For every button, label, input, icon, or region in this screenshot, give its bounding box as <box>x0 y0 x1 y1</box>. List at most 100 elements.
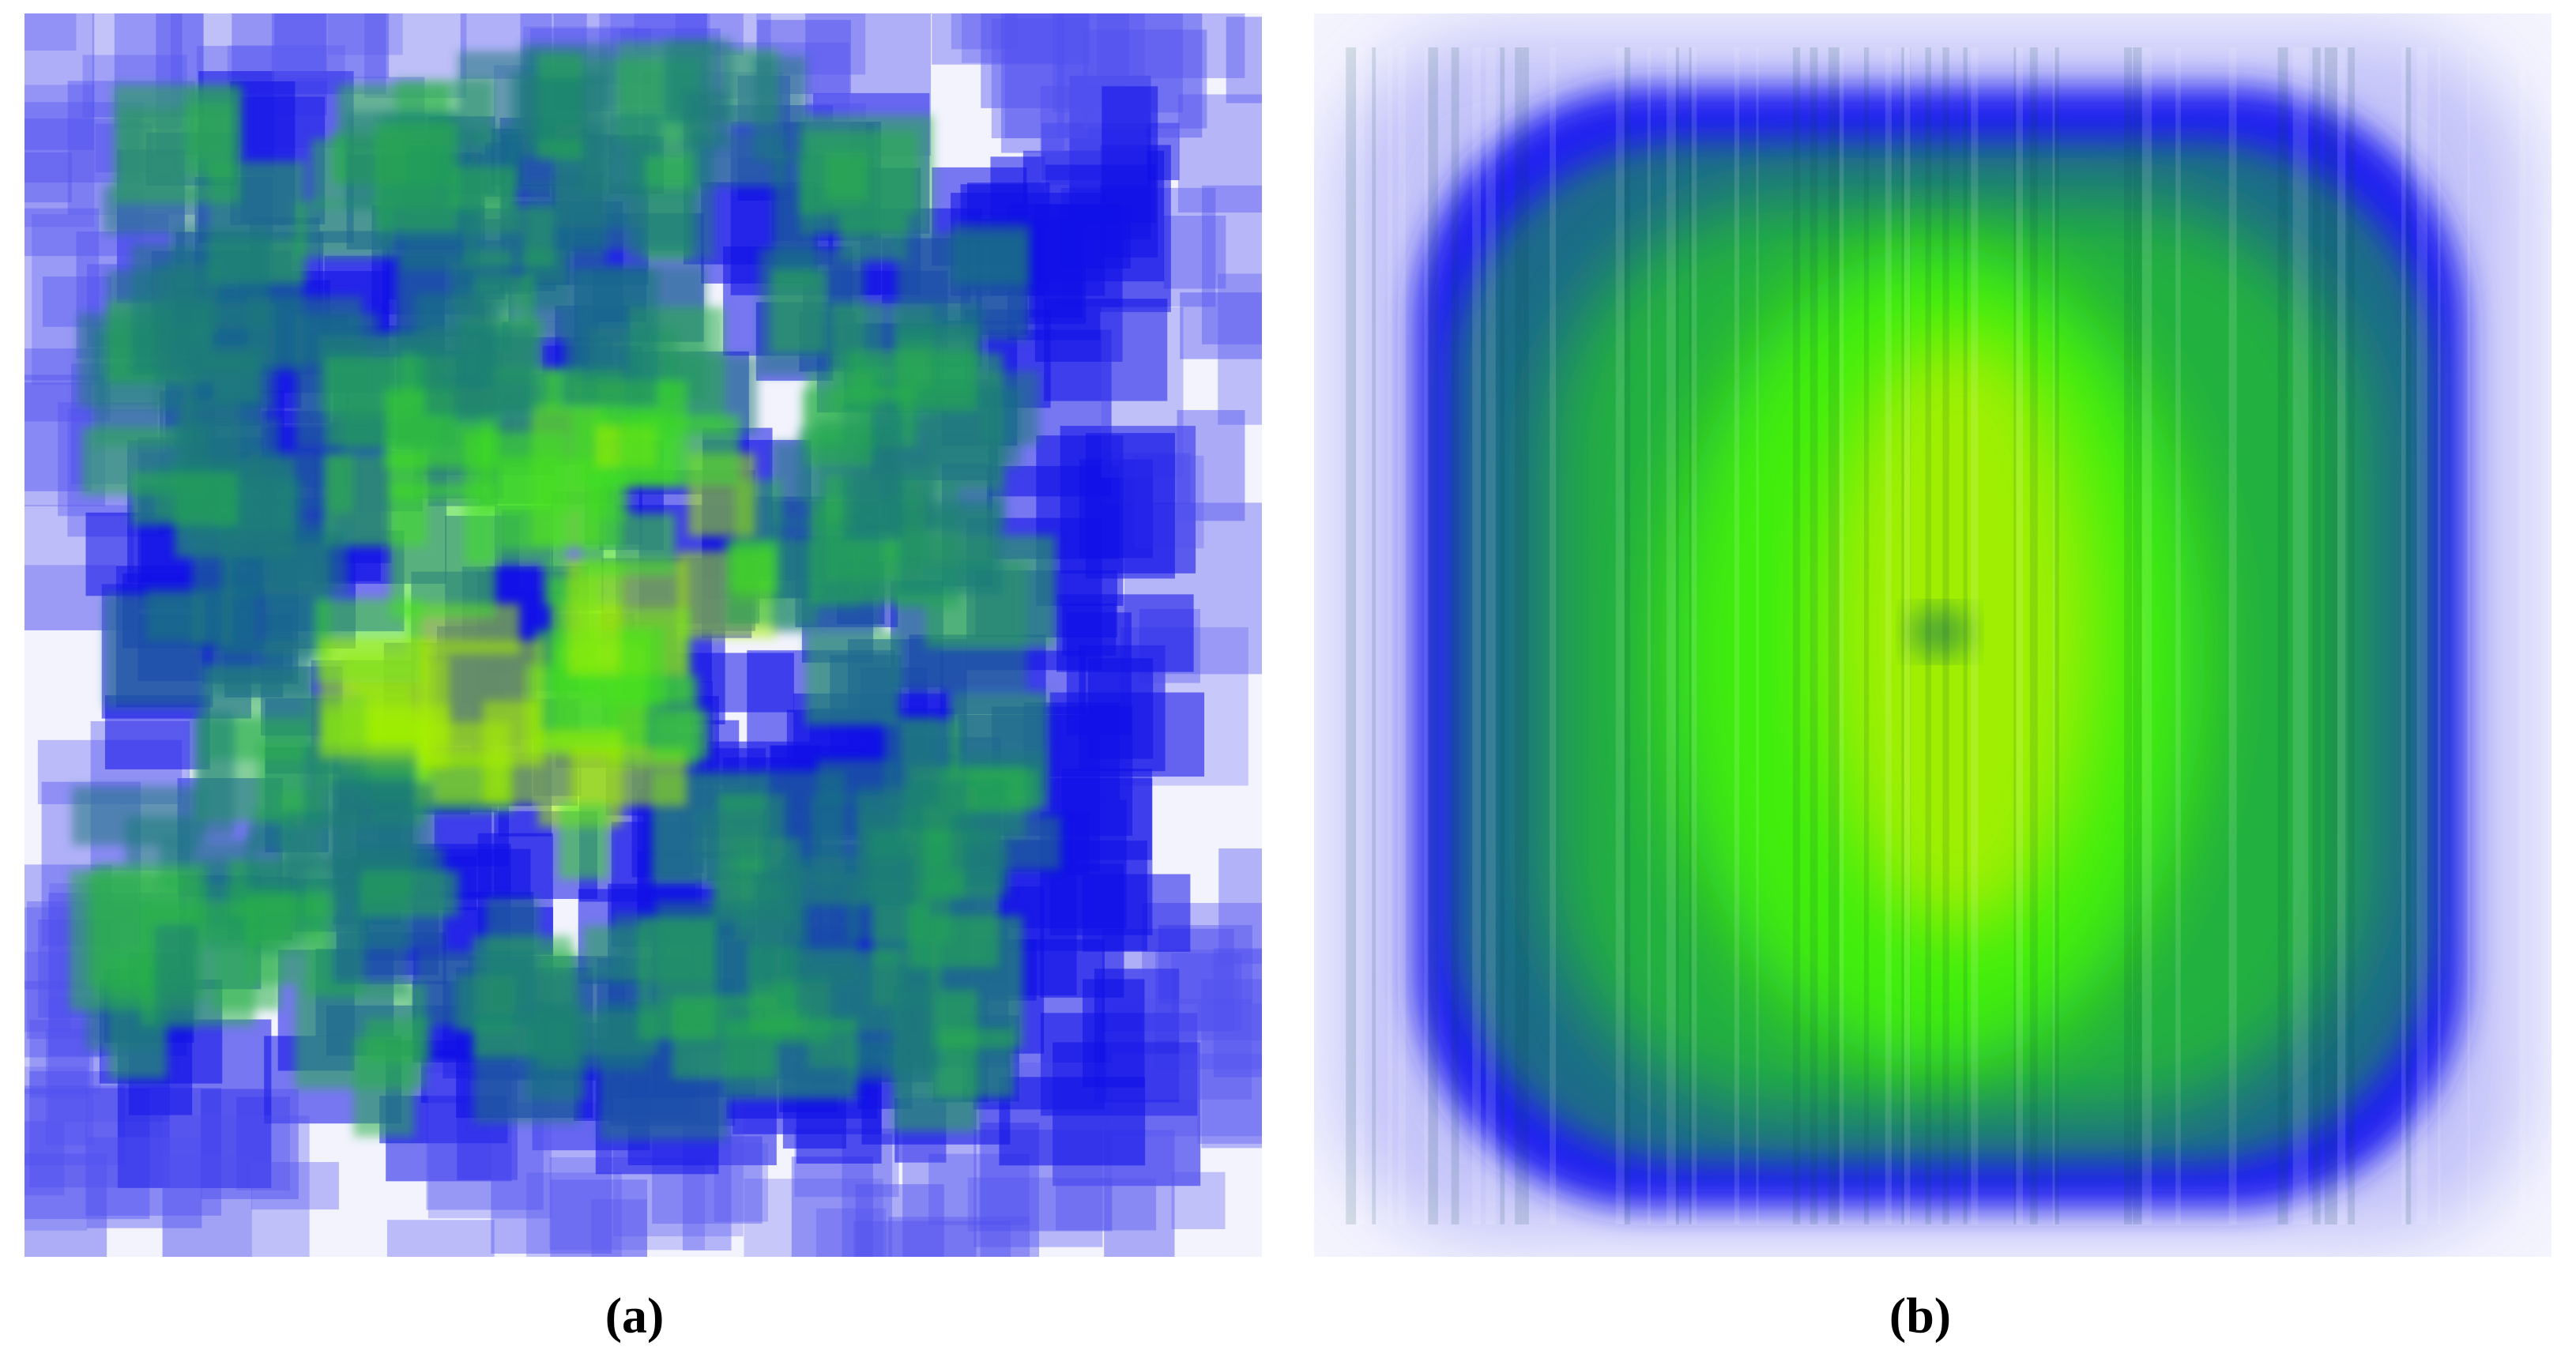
decoration <box>2054 47 2059 1224</box>
decoration <box>1647 47 1651 1224</box>
decoration <box>695 810 771 863</box>
decoration <box>24 1153 107 1257</box>
decoration <box>591 1199 647 1257</box>
decoration <box>194 710 235 837</box>
decoration <box>581 513 676 577</box>
decoration <box>1835 47 1840 1224</box>
decoration <box>2325 47 2335 1224</box>
decoration <box>1925 47 1932 1224</box>
decoration <box>563 267 658 407</box>
decoration <box>1452 47 1459 1224</box>
decoration <box>1428 47 1438 1224</box>
decoration <box>853 1220 1011 1257</box>
decoration <box>2133 47 2142 1224</box>
decoration <box>999 1077 1146 1166</box>
decoration <box>1177 410 1245 521</box>
decoration <box>805 632 899 725</box>
decoration <box>1213 948 1262 1078</box>
decoration <box>2277 47 2288 1224</box>
decoration <box>815 1208 887 1257</box>
decoration <box>893 985 938 1098</box>
decoration <box>1352 47 1357 1224</box>
decoration <box>24 13 95 150</box>
decoration <box>24 13 77 51</box>
decoration <box>1689 47 1692 1224</box>
decoration <box>1346 47 1356 1224</box>
decoration <box>806 372 872 466</box>
decoration <box>1901 47 1911 1224</box>
decoration <box>2013 47 2017 1224</box>
decoration <box>1424 47 1429 1224</box>
decoration <box>951 13 1018 50</box>
decoration <box>754 873 859 983</box>
decoration <box>2228 47 2237 1224</box>
decoration <box>1621 47 1631 1224</box>
decoration <box>360 871 459 917</box>
decoration <box>295 983 426 1089</box>
decoration <box>2052 47 2057 1224</box>
decoration <box>1083 979 1145 1088</box>
decoration <box>375 122 459 232</box>
panel-label: (b) <box>1889 1288 1951 1344</box>
decoration <box>526 1172 622 1257</box>
decoration <box>962 13 1090 63</box>
decoration <box>45 1029 94 1145</box>
decoration <box>770 269 827 354</box>
decoration <box>855 1184 944 1257</box>
decoration <box>131 244 198 374</box>
decoration <box>609 113 661 156</box>
decoration <box>1398 47 1406 1224</box>
decoration <box>1550 47 1557 1224</box>
decoration <box>1177 94 1262 213</box>
decoration <box>185 102 234 177</box>
decoration <box>714 1143 769 1222</box>
decoration <box>1197 1003 1262 1144</box>
decoration <box>1056 594 1194 672</box>
decoration <box>1734 47 1740 1224</box>
decoration <box>1171 1172 1226 1229</box>
decoration <box>2292 47 2303 1224</box>
decoration <box>1372 47 1377 1224</box>
decoration <box>1971 47 1974 1224</box>
decoration <box>24 1121 65 1196</box>
decoration <box>2134 47 2141 1224</box>
decoration <box>2301 47 2309 1224</box>
panel-label: (a) <box>605 1288 665 1344</box>
decoration <box>950 815 1061 871</box>
decoration <box>638 918 716 1040</box>
decoration <box>1218 848 1262 965</box>
decoration <box>424 326 534 416</box>
decoration <box>932 13 1090 65</box>
decoration <box>247 897 332 985</box>
decoration <box>564 186 697 250</box>
decoration <box>274 13 390 78</box>
decoration <box>1515 47 1523 1224</box>
decoration <box>420 640 544 767</box>
decoration <box>24 152 72 203</box>
decoration <box>1387 47 1393 1224</box>
decoration <box>2052 47 2055 1224</box>
decoration <box>1901 47 1911 1224</box>
decoration <box>2284 47 2288 1224</box>
decoration <box>2333 47 2339 1224</box>
decoration <box>2467 47 2470 1224</box>
decoration <box>250 1162 339 1210</box>
decoration <box>162 1155 252 1257</box>
decoration <box>2124 47 2133 1224</box>
decoration <box>2141 47 2152 1224</box>
decoration <box>620 626 667 707</box>
decoration <box>1056 1178 1157 1231</box>
decoration <box>271 13 326 82</box>
decoration <box>2438 47 2441 1224</box>
decoration <box>224 529 348 595</box>
decoration <box>390 484 496 619</box>
decoration <box>1901 47 1904 1224</box>
decoration <box>791 1157 873 1257</box>
decoration <box>2403 47 2412 1224</box>
decoration <box>327 13 403 55</box>
decoration <box>928 1153 1030 1225</box>
decoration <box>1486 47 1496 1224</box>
decoration <box>1839 47 1844 1224</box>
decoration <box>162 1115 310 1257</box>
decoration <box>1691 47 1697 1224</box>
